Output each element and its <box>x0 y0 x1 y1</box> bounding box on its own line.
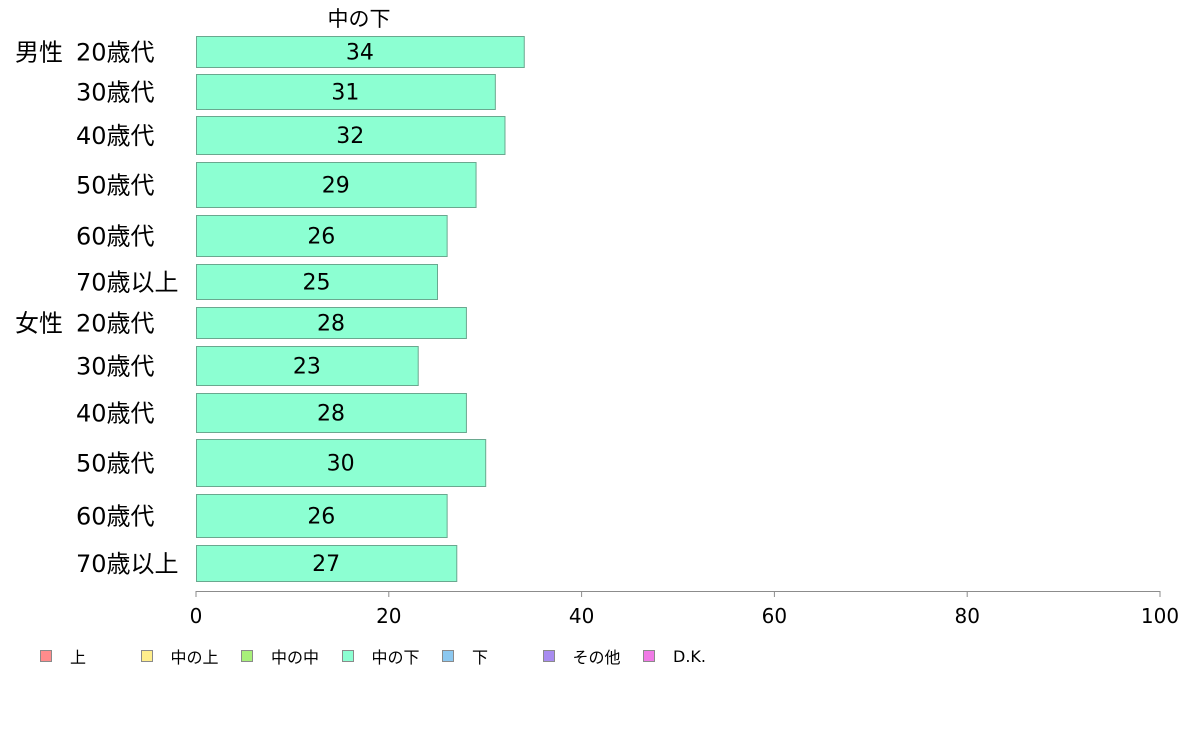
category-label: 40歳代 <box>76 400 155 428</box>
legend-item: 中の中 <box>241 645 319 667</box>
legend-label: 中の上 <box>170 648 219 667</box>
legend-label: 中の中 <box>271 648 320 667</box>
bar-value-label: 34 <box>346 41 374 66</box>
legend-swatch <box>341 650 354 662</box>
bar <box>196 346 419 386</box>
category-label: 60歳代 <box>76 223 155 251</box>
bars: 3420歳代男性3130歳代3240歳代2950歳代2660歳代2570歳以上2… <box>15 36 525 582</box>
bar-value-label: 31 <box>331 81 359 106</box>
group-label: 男性 <box>15 39 63 67</box>
bar-value-label: 23 <box>293 355 321 380</box>
bar <box>196 545 458 582</box>
bar-value-label: 28 <box>317 402 345 427</box>
legend-label: 下 <box>472 648 489 667</box>
x-tick-label: 20 <box>376 604 401 628</box>
legend-item: 下 <box>442 645 488 667</box>
category-label: 20歳代 <box>76 310 155 338</box>
chart-title: 中の下 <box>328 7 391 31</box>
category-label: 20歳代 <box>76 39 155 67</box>
bar-value-label: 28 <box>317 312 345 337</box>
category-label: 50歳代 <box>76 450 155 478</box>
bar <box>196 116 506 155</box>
bar <box>196 439 487 487</box>
bar-value-label: 26 <box>307 505 335 530</box>
bar <box>196 393 467 433</box>
category-label: 70歳以上 <box>76 550 179 578</box>
legend-item: 中の下 <box>341 645 420 667</box>
x-axis: 0 20 40 60 80 100 <box>190 591 1179 628</box>
bar <box>196 264 438 300</box>
bar <box>196 162 477 208</box>
legend: 上 中の上 中の中 中の下 下 その他 D.K. <box>40 645 1160 667</box>
bar-value-label: 32 <box>336 124 364 149</box>
bar <box>196 307 467 339</box>
category-label: 60歳代 <box>76 503 155 531</box>
legend-swatch <box>542 650 555 662</box>
bar-value-label: 25 <box>303 271 331 296</box>
bar-value-label: 26 <box>307 225 335 250</box>
legend-item: その他 <box>542 645 621 667</box>
x-tick-label: 80 <box>954 604 979 628</box>
category-label: 70歳以上 <box>76 269 179 297</box>
legend-swatch <box>241 650 253 662</box>
bar <box>196 215 448 257</box>
category-label: 50歳代 <box>76 172 155 200</box>
x-tick-label: 60 <box>762 604 787 628</box>
bar <box>196 36 525 68</box>
legend-label: その他 <box>572 648 621 667</box>
bar-value-label: 30 <box>327 452 355 477</box>
category-label: 30歳代 <box>76 79 155 107</box>
legend-swatch <box>643 650 655 662</box>
legend-item: 上 <box>40 645 86 667</box>
bar <box>196 74 496 110</box>
legend-item: D.K. <box>643 645 706 667</box>
category-label: 40歳代 <box>76 122 155 150</box>
legend-label: 上 <box>70 648 87 667</box>
x-tick-label: 40 <box>569 604 594 628</box>
legend-label: D.K. <box>673 646 706 666</box>
category-label: 30歳代 <box>76 353 155 381</box>
legend-swatch <box>40 650 52 662</box>
legend-swatch <box>140 650 153 662</box>
x-tick-label: 100 <box>1141 604 1179 628</box>
group-label: 女性 <box>15 310 63 338</box>
legend-swatch <box>442 650 454 662</box>
legend-item: 中の上 <box>140 645 219 667</box>
bar-value-label: 29 <box>322 174 350 199</box>
legend-label: 中の下 <box>371 648 420 667</box>
bar <box>196 494 448 538</box>
x-tick-label: 0 <box>190 604 203 628</box>
bar-value-label: 27 <box>312 552 340 577</box>
